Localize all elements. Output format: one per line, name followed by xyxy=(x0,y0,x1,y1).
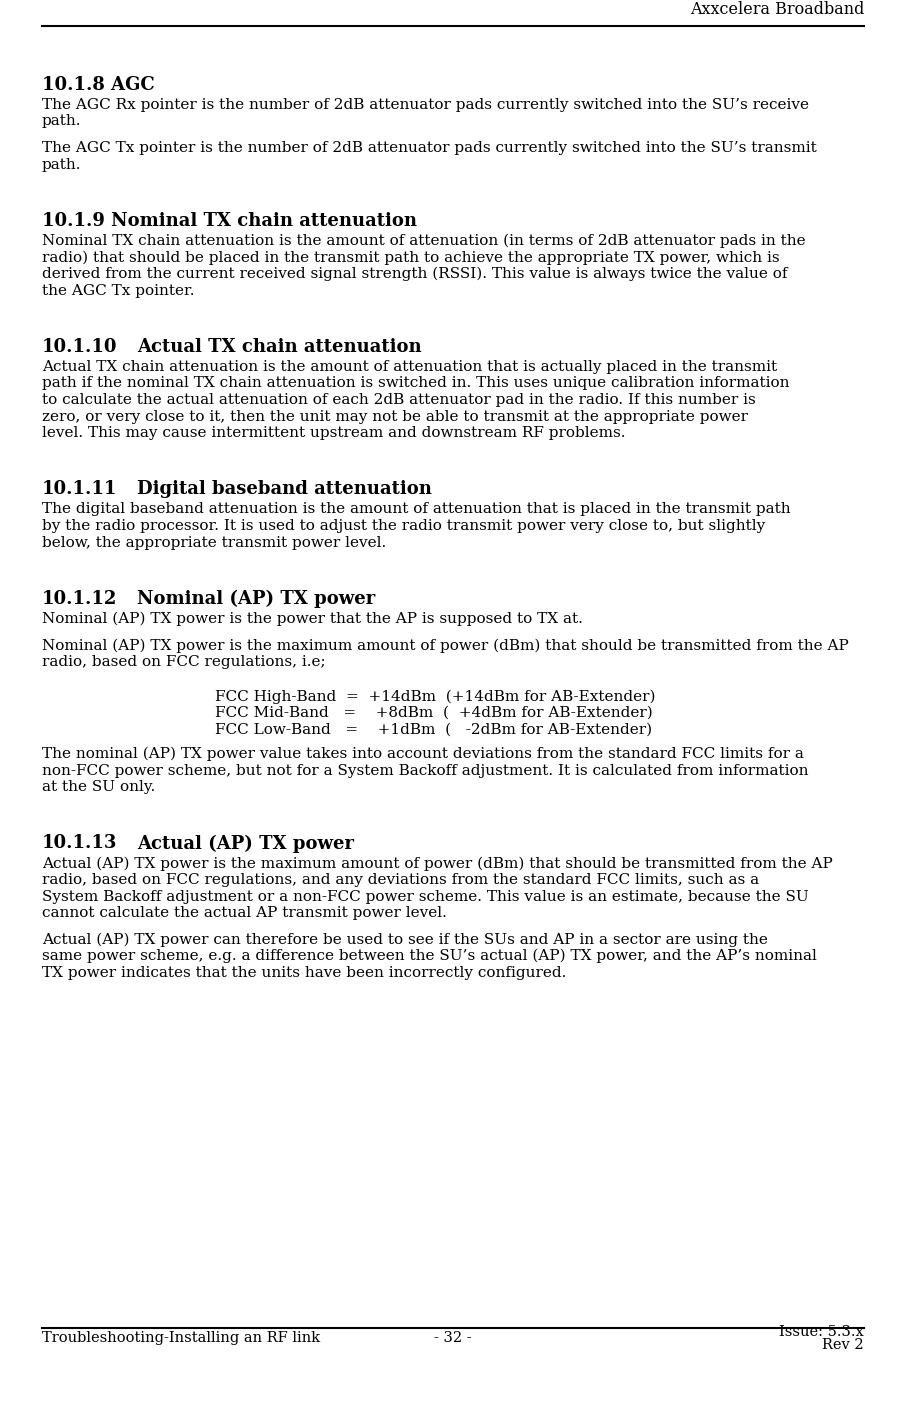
Text: radio, based on FCC regulations, and any deviations from the standard FCC limits: radio, based on FCC regulations, and any… xyxy=(42,873,759,887)
Text: Nominal TX chain attenuation is the amount of attenuation (in terms of 2dB atten: Nominal TX chain attenuation is the amou… xyxy=(42,234,805,249)
Text: The AGC Tx pointer is the number of 2dB attenuator pads currently switched into : The AGC Tx pointer is the number of 2dB … xyxy=(42,140,816,154)
Text: Nominal (AP) TX power is the power that the AP is supposed to TX at.: Nominal (AP) TX power is the power that … xyxy=(42,612,583,626)
Text: 10.1.10: 10.1.10 xyxy=(42,338,118,357)
Text: 10.1.11: 10.1.11 xyxy=(42,480,118,498)
Text: path.: path. xyxy=(42,115,82,129)
Text: Actual TX chain attenuation: Actual TX chain attenuation xyxy=(137,338,421,357)
Text: Troubleshooting-Installing an RF link: Troubleshooting-Installing an RF link xyxy=(42,1331,320,1345)
Text: 10.1.13: 10.1.13 xyxy=(42,834,118,852)
Text: radio, based on FCC regulations, i.e;: radio, based on FCC regulations, i.e; xyxy=(42,656,325,668)
Text: FCC High-Band  =  +14dBm  (+14dBm for AB-Extender): FCC High-Band = +14dBm (+14dBm for AB-Ex… xyxy=(215,689,656,703)
Text: same power scheme, e.g. a difference between the SU’s actual (AP) TX power, and : same power scheme, e.g. a difference bet… xyxy=(42,949,817,963)
Text: 10.1.9 Nominal TX chain attenuation: 10.1.9 Nominal TX chain attenuation xyxy=(42,212,417,230)
Text: cannot calculate the actual AP transmit power level.: cannot calculate the actual AP transmit … xyxy=(42,906,447,920)
Text: 10.1.8 AGC: 10.1.8 AGC xyxy=(42,76,155,94)
Text: Actual (AP) TX power is the maximum amount of power (dBm) that should be transmi: Actual (AP) TX power is the maximum amou… xyxy=(42,856,833,870)
Text: Actual TX chain attenuation is the amount of attenuation that is actually placed: Actual TX chain attenuation is the amoun… xyxy=(42,359,777,373)
Text: Digital baseband attenuation: Digital baseband attenuation xyxy=(137,480,432,498)
Text: path if the nominal TX chain attenuation is switched in. This uses unique calibr: path if the nominal TX chain attenuation… xyxy=(42,376,789,390)
Text: zero, or very close to it, then the unit may not be able to transmit at the appr: zero, or very close to it, then the unit… xyxy=(42,410,748,424)
Text: Rev 2: Rev 2 xyxy=(823,1338,864,1352)
Text: The nominal (AP) TX power value takes into account deviations from the standard : The nominal (AP) TX power value takes in… xyxy=(42,747,804,761)
Text: - 32 -: - 32 - xyxy=(434,1331,472,1345)
Text: TX power indicates that the units have been incorrectly configured.: TX power indicates that the units have b… xyxy=(42,966,566,980)
Text: derived from the current received signal strength (RSSI). This value is always t: derived from the current received signal… xyxy=(42,267,787,281)
Text: by the radio processor. It is used to adjust the radio transmit power very close: by the radio processor. It is used to ad… xyxy=(42,519,766,534)
Text: at the SU only.: at the SU only. xyxy=(42,781,155,795)
Text: The digital baseband attenuation is the amount of attenuation that is placed in : The digital baseband attenuation is the … xyxy=(42,503,791,517)
Text: Actual (AP) TX power can therefore be used to see if the SUs and AP in a sector : Actual (AP) TX power can therefore be us… xyxy=(42,932,768,946)
Text: 10.1.12: 10.1.12 xyxy=(42,590,118,608)
Text: Issue: 5.3.x: Issue: 5.3.x xyxy=(779,1325,864,1339)
Text: radio) that should be placed in the transmit path to achieve the appropriate TX : radio) that should be placed in the tran… xyxy=(42,250,780,265)
Text: Nominal (AP) TX power is the maximum amount of power (dBm) that should be transm: Nominal (AP) TX power is the maximum amo… xyxy=(42,639,849,653)
Text: Actual (AP) TX power: Actual (AP) TX power xyxy=(137,834,354,852)
Text: the AGC Tx pointer.: the AGC Tx pointer. xyxy=(42,284,195,298)
Text: non-FCC power scheme, but not for a System Backoff adjustment. It is calculated : non-FCC power scheme, but not for a Syst… xyxy=(42,764,808,778)
Text: FCC Mid-Band   =    +8dBm  (  +4dBm for AB-Extender): FCC Mid-Band = +8dBm ( +4dBm for AB-Exte… xyxy=(215,706,652,720)
Text: path.: path. xyxy=(42,157,82,171)
Text: The AGC Rx pointer is the number of 2dB attenuator pads currently switched into : The AGC Rx pointer is the number of 2dB … xyxy=(42,98,809,112)
Text: System Backoff adjustment or a non-FCC power scheme. This value is an estimate, : System Backoff adjustment or a non-FCC p… xyxy=(42,890,809,904)
Text: Nominal (AP) TX power: Nominal (AP) TX power xyxy=(137,590,375,608)
Text: Axxcelera Broadband: Axxcelera Broadband xyxy=(689,1,864,18)
Text: level. This may cause intermittent upstream and downstream RF problems.: level. This may cause intermittent upstr… xyxy=(42,425,625,439)
Text: below, the appropriate transmit power level.: below, the appropriate transmit power le… xyxy=(42,535,386,549)
Text: to calculate the actual attenuation of each 2dB attenuator pad in the radio. If : to calculate the actual attenuation of e… xyxy=(42,393,756,407)
Text: FCC Low-Band   =    +1dBm  (   -2dBm for AB-Extender): FCC Low-Band = +1dBm ( -2dBm for AB-Exte… xyxy=(215,723,652,737)
